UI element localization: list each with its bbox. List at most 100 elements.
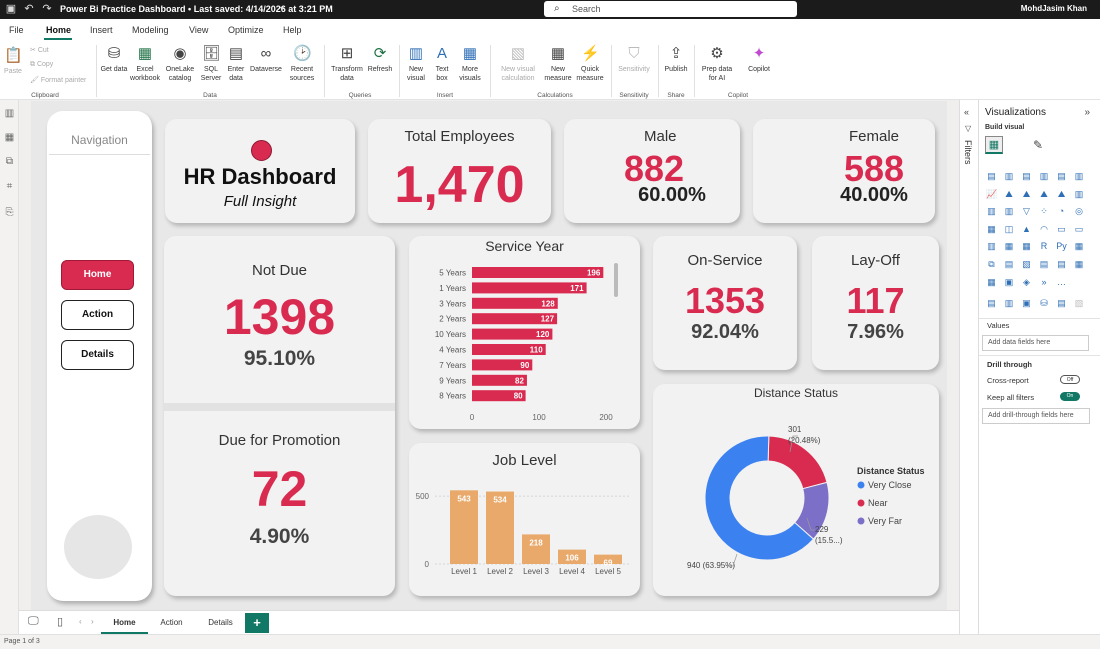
menu-view[interactable]: View xyxy=(189,25,209,35)
100-bar-icon[interactable]: ▤ xyxy=(1057,171,1066,181)
filters-label[interactable]: Filters xyxy=(963,140,973,165)
text-box-button[interactable]: A Text box xyxy=(430,45,454,83)
donut-icon[interactable]: ◎ xyxy=(1075,206,1083,217)
menu-home[interactable]: Home xyxy=(46,25,72,35)
format-visual-icon[interactable]: ✎ xyxy=(1032,138,1044,152)
undo-icon[interactable]: ↶ xyxy=(24,3,34,15)
transform-data-button[interactable]: ⊞ Transform data xyxy=(328,45,366,83)
tmdl-view-icon[interactable]: ⎘ xyxy=(5,207,14,218)
copilot-button[interactable]: ✦ Copilot xyxy=(744,45,774,74)
get-data-button[interactable]: ⛁ Get data xyxy=(100,45,128,74)
excel-workbook-button[interactable]: ▦ Excel workbook xyxy=(128,45,162,83)
power-automate-icon[interactable]: ▣ xyxy=(1004,276,1014,287)
matrix-icon[interactable]: ▦ xyxy=(1074,241,1084,252)
gauge-icon[interactable]: ◠ xyxy=(1040,223,1048,234)
report-view-icon[interactable]: ▥ xyxy=(4,108,15,119)
power-apps-icon[interactable]: ▦ xyxy=(987,276,996,287)
python-visual-icon[interactable]: Py xyxy=(1056,241,1067,252)
desktop-view-icon[interactable]: 🖵 xyxy=(28,615,39,627)
sql-server-button[interactable]: 🗄 SQL Server xyxy=(198,45,224,83)
recent-sources-button[interactable]: 🕑 Recent sources xyxy=(284,45,320,83)
pie-chart-icon[interactable]: ◔ xyxy=(1058,206,1065,217)
onelake-catalog-button[interactable]: ◉ OneLake catalog xyxy=(162,45,198,83)
nav-action-button[interactable]: Action xyxy=(61,300,134,330)
stacked-column-icon[interactable]: ▥ xyxy=(1004,171,1014,181)
copy-button[interactable]: ⧉ Copy xyxy=(30,61,54,68)
kpi-icon[interactable]: ▥ xyxy=(987,241,996,252)
clustered-column-icon[interactable]: ▥ xyxy=(1039,171,1049,181)
dax-view-icon[interactable]: ⌗ xyxy=(6,181,13,192)
new-measure-button[interactable]: ▦ New measure xyxy=(542,45,574,83)
stacked-area-icon[interactable]: ⛰ xyxy=(1022,188,1031,199)
refresh-button[interactable]: ⟳ Refresh xyxy=(366,45,394,74)
slicer-icon[interactable]: ▦ xyxy=(1004,241,1014,252)
line-column-stacked-icon[interactable]: ⛰ xyxy=(1057,188,1066,199)
new-visual-calculation-button[interactable]: ▧ New visual calculation xyxy=(494,45,542,83)
metrics-icon[interactable]: ▦ xyxy=(1074,259,1084,269)
table-view-icon[interactable]: ▦ xyxy=(4,132,15,143)
dataverse-button[interactable]: ∞ Dataverse xyxy=(248,45,284,74)
build-visual-icon[interactable]: ▦ xyxy=(985,136,1003,154)
enter-data-button[interactable]: ▤ Enter data xyxy=(224,45,248,83)
prep-data-ai-button[interactable]: ⚙ Prep data for AI xyxy=(698,45,736,83)
redo-icon[interactable]: ↷ xyxy=(42,3,52,15)
line-chart-icon[interactable]: 📈 xyxy=(986,188,998,199)
custom-visual-icon[interactable]: ▤ xyxy=(987,298,996,308)
search-input[interactable]: ⌕ Search xyxy=(544,1,797,17)
key-influencers-icon[interactable]: ⧉ xyxy=(988,259,995,269)
save-icon[interactable]: ▣ xyxy=(5,3,17,15)
card-icon[interactable]: ▭ xyxy=(1057,223,1066,234)
file-title[interactable]: Power Bi Practice Dashboard • Last saved… xyxy=(60,4,333,14)
narrative-icon[interactable]: ▤ xyxy=(1039,259,1049,269)
r-visual-icon[interactable]: R xyxy=(1040,241,1048,252)
page-tab-details[interactable]: Details xyxy=(208,618,233,627)
stacked-bar-icon[interactable]: ▤ xyxy=(987,171,996,181)
cross-report-toggle[interactable]: Off xyxy=(1060,375,1080,384)
custom-visual-icon[interactable]: ▣ xyxy=(1022,298,1031,308)
diamond-icon[interactable]: ◈ xyxy=(1023,276,1030,287)
page-tab-action[interactable]: Action xyxy=(160,618,183,627)
menu-help[interactable]: Help xyxy=(283,25,302,35)
azure-map-icon[interactable]: ▲ xyxy=(1022,223,1031,234)
waterfall-icon[interactable]: ▥ xyxy=(987,206,996,217)
custom-visual-icon[interactable]: ▧ xyxy=(1074,298,1084,308)
clustered-bar-icon[interactable]: ▤ xyxy=(1022,171,1031,181)
menu-modeling[interactable]: Modeling xyxy=(132,25,169,35)
sensitivity-button[interactable]: ⛉ Sensitivity xyxy=(614,45,654,74)
format-painter-button[interactable]: 🖌 Format painter xyxy=(30,77,87,84)
page-tab-home[interactable]: Home xyxy=(101,611,148,635)
chevron-icon[interactable]: » xyxy=(1041,276,1047,287)
publish-button[interactable]: ⇪ Publish xyxy=(662,45,690,74)
map-icon[interactable]: ◫ xyxy=(1004,223,1014,234)
multi-card-icon[interactable]: ▭ xyxy=(1074,223,1084,234)
custom-visual-icon[interactable]: ▤ xyxy=(1057,298,1066,308)
new-visual-button[interactable]: ▥ New visual xyxy=(402,45,430,83)
menu-optimize[interactable]: Optimize xyxy=(228,25,264,35)
funnel-icon[interactable]: ▥ xyxy=(1004,206,1014,217)
decomposition-icon[interactable]: ▤ xyxy=(1004,259,1014,269)
funnel2-icon[interactable]: ▽ xyxy=(1023,206,1030,217)
ribbon-chart-icon[interactable]: ▥ xyxy=(1074,188,1084,199)
paginated-icon[interactable]: ▤ xyxy=(1057,259,1066,269)
paste-button[interactable]: 📋 Paste xyxy=(2,47,24,76)
chevron-down-icon[interactable]: ▾ xyxy=(279,4,284,13)
nav-home-button[interactable]: Home xyxy=(61,260,134,290)
more-visuals-button[interactable]: ▦ More visuals xyxy=(454,45,486,83)
custom-visual-icon[interactable]: ⛁ xyxy=(1040,298,1048,308)
area-chart-icon[interactable]: ⛰ xyxy=(1005,188,1013,199)
mobile-view-icon[interactable]: ▯ xyxy=(57,616,64,628)
chevron-right-icon[interactable]: › xyxy=(91,617,94,626)
chevron-left-icon[interactable]: ‹ xyxy=(79,617,82,626)
scatter-icon[interactable]: ⁘ xyxy=(1040,206,1048,217)
more-icon[interactable]: … xyxy=(1057,276,1066,287)
line-column-icon[interactable]: ⛰ xyxy=(1040,188,1048,199)
menu-file[interactable]: File xyxy=(9,25,24,35)
nav-details-button[interactable]: Details xyxy=(61,340,134,370)
model-view-icon[interactable]: ⧉ xyxy=(5,156,14,167)
collapse-icon[interactable]: « xyxy=(964,107,970,117)
treemap-icon[interactable]: ▦ xyxy=(987,223,996,234)
cut-button[interactable]: ✂ Cut xyxy=(30,47,49,54)
qa-icon[interactable]: ▧ xyxy=(1022,259,1031,269)
menu-insert[interactable]: Insert xyxy=(90,25,113,35)
drill-through-field-well[interactable]: Add drill-through fields here xyxy=(982,408,1090,424)
